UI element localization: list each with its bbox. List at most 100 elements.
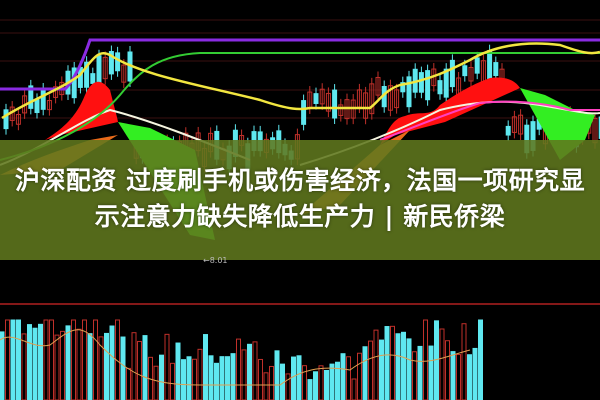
volume-bar xyxy=(307,379,313,400)
volume-bar xyxy=(16,319,21,400)
volume-bar xyxy=(192,358,197,400)
volume-bar xyxy=(76,328,82,400)
candle-body xyxy=(90,73,96,84)
candle-body xyxy=(108,51,114,75)
volume-bar xyxy=(230,353,236,400)
volume-bar xyxy=(65,325,71,400)
volume-bar xyxy=(395,333,401,400)
volume-bar xyxy=(274,350,280,400)
yellow-ma-line xyxy=(1,42,600,120)
volume-bar xyxy=(456,354,461,400)
volume-bar xyxy=(450,351,456,400)
volume-bar xyxy=(313,371,318,400)
volume-ma-line xyxy=(0,329,471,386)
candle-body xyxy=(325,92,331,112)
volume-bar xyxy=(38,323,43,400)
volume-bar xyxy=(5,319,10,400)
red-ribbon-left xyxy=(45,81,118,140)
volume-bar xyxy=(27,324,32,400)
volume-bar xyxy=(412,351,417,400)
candle-body xyxy=(518,114,524,135)
title-line-2: 示注意力缺失降低生产力 | 新民侨梁 xyxy=(94,202,506,231)
volume-bar xyxy=(351,378,357,400)
candle-body xyxy=(115,52,121,72)
volume-bar xyxy=(291,356,296,400)
volume-bar xyxy=(445,340,450,400)
volume-bar xyxy=(32,327,38,400)
candle-body xyxy=(474,57,480,74)
volume-bar xyxy=(203,334,208,400)
volume-bar xyxy=(346,356,351,400)
red-ribbon-right xyxy=(380,77,520,145)
candle-body xyxy=(40,88,46,110)
volume-bar xyxy=(98,336,104,400)
volume-bar xyxy=(247,343,252,400)
candle-body xyxy=(313,93,319,104)
candle-body xyxy=(53,86,59,98)
volume-bar xyxy=(461,323,467,400)
volume-bar xyxy=(214,362,219,400)
volume-bar xyxy=(43,319,49,400)
candle-body xyxy=(369,83,375,115)
volume-bar xyxy=(197,348,203,400)
volume-bar xyxy=(472,347,478,400)
volume-bar xyxy=(340,353,346,400)
volume-bar xyxy=(82,319,87,400)
title-line-1: 沪深配资 过度刷手机或伤害经济，法国一项研究显 xyxy=(14,166,586,195)
volume-bar xyxy=(390,325,395,400)
volume-bar xyxy=(434,320,439,400)
volume-bar xyxy=(54,334,60,400)
article-title: 沪深配资 过度刷手机或伤害经济，法国一项研究显 示注意力缺失降低生产力 | 新民… xyxy=(0,163,600,235)
candle-body xyxy=(505,125,511,136)
volume-bar xyxy=(131,332,137,400)
candle-body xyxy=(418,72,424,93)
candle-body xyxy=(121,64,127,83)
volume-bar xyxy=(181,359,186,400)
candle-body xyxy=(375,76,381,96)
candle-body xyxy=(28,85,34,109)
candle-body xyxy=(34,98,40,114)
volume-bar xyxy=(263,372,269,400)
candle-body xyxy=(443,68,449,98)
candle-body xyxy=(15,114,21,125)
candle-body xyxy=(363,92,369,119)
volume-bar xyxy=(324,369,329,400)
volume-bar xyxy=(175,342,181,400)
candle-body xyxy=(437,80,443,95)
volume-bar xyxy=(208,355,214,400)
volume-bar xyxy=(401,331,406,400)
candle-body xyxy=(387,85,393,111)
candle-body xyxy=(3,109,9,130)
volume-bar xyxy=(60,330,65,400)
volume-bars xyxy=(0,319,483,400)
candle-body xyxy=(468,66,474,82)
candle-body xyxy=(96,55,102,84)
volume-bar xyxy=(236,338,241,400)
volume-bar xyxy=(170,362,175,400)
volume-bar xyxy=(142,335,148,400)
volume-bar xyxy=(87,333,93,400)
volume-bar xyxy=(0,331,5,400)
volume-bar xyxy=(109,325,115,400)
magenta-ma-line xyxy=(379,100,600,141)
volume-bar xyxy=(373,329,379,400)
volume-bar xyxy=(120,336,126,400)
volume-bar xyxy=(357,352,362,400)
volume-bar xyxy=(269,365,274,400)
volume-bar xyxy=(93,319,98,400)
candle-body xyxy=(338,104,344,117)
candle-body xyxy=(462,65,468,77)
volume-bar xyxy=(368,340,373,400)
volume-bar xyxy=(10,319,16,400)
volume-bar xyxy=(104,332,109,400)
candle-body xyxy=(102,56,108,80)
volume-bar xyxy=(406,338,412,400)
volume-bar xyxy=(467,354,472,400)
volume-bar xyxy=(137,340,142,400)
volume-bar xyxy=(478,319,483,400)
volume-bar xyxy=(285,373,291,400)
volume-bar xyxy=(126,367,131,400)
volume-bar xyxy=(439,328,445,400)
candle-body xyxy=(332,89,338,119)
